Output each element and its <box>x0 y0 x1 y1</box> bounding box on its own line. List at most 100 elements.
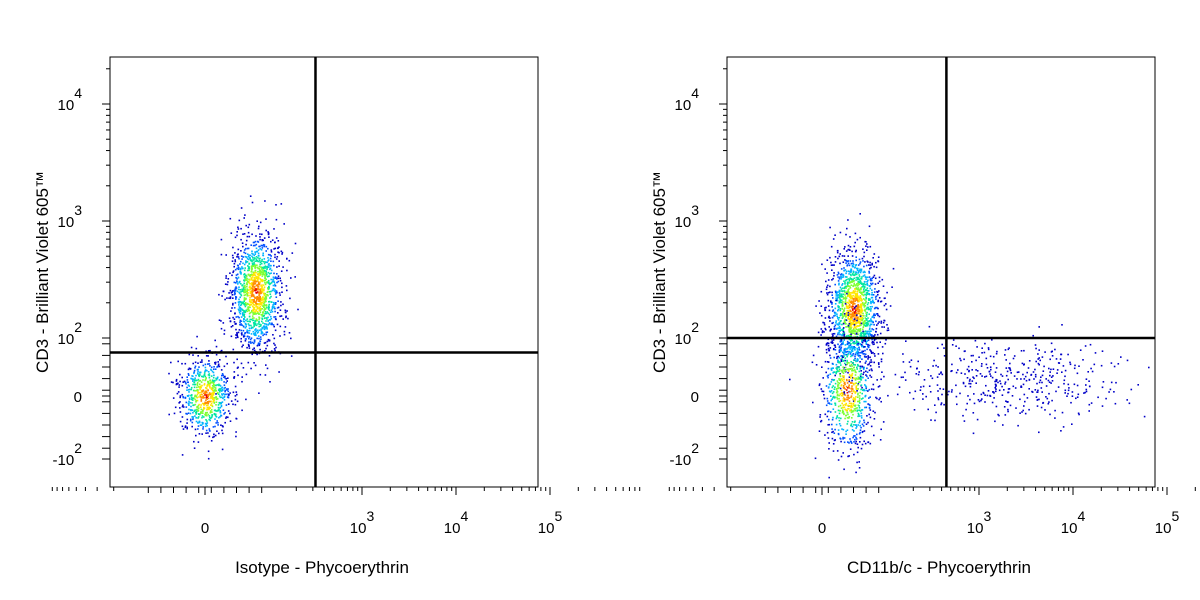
event-dot <box>1024 375 1027 378</box>
event-dot <box>837 308 840 311</box>
event-dot <box>873 335 875 338</box>
event-dot <box>219 385 222 387</box>
event-dot <box>197 407 200 409</box>
event-dot <box>845 291 848 294</box>
event-dot <box>240 250 242 252</box>
event-dot <box>266 311 268 313</box>
event-dot <box>270 323 273 326</box>
event-dot <box>262 312 264 314</box>
event-dot <box>871 282 874 285</box>
event-dot <box>849 344 852 346</box>
event-dot <box>834 374 836 377</box>
event-dot <box>871 341 874 343</box>
event-dot <box>214 339 216 342</box>
event-dot <box>843 355 845 357</box>
event-dot <box>213 366 215 368</box>
event-dot <box>840 340 842 343</box>
event-dot <box>221 373 224 375</box>
event-dot <box>218 389 221 392</box>
event-dot <box>224 390 226 393</box>
event-dot <box>182 381 184 383</box>
y-tick-label: -102 <box>670 440 700 469</box>
event-dot <box>205 394 208 397</box>
event-dot <box>261 258 263 261</box>
event-dot <box>185 401 188 404</box>
event-dot <box>1051 380 1054 382</box>
event-dot <box>850 355 852 358</box>
event-dot <box>842 301 844 303</box>
event-dot <box>289 297 291 300</box>
event-dot <box>225 417 227 419</box>
event-dot <box>863 303 865 305</box>
event-dot <box>243 297 246 299</box>
event-dot <box>256 344 259 347</box>
event-dot <box>856 410 858 412</box>
event-dot <box>253 342 255 345</box>
event-dot <box>851 354 853 357</box>
event-dot <box>856 290 859 292</box>
event-dot <box>878 297 881 299</box>
event-dot <box>850 402 852 405</box>
event-dot <box>871 277 874 279</box>
event-dot <box>902 361 905 363</box>
event-dot <box>858 378 860 380</box>
event-dot <box>256 296 258 298</box>
event-dot <box>834 349 837 351</box>
event-dot <box>206 369 208 372</box>
event-dot <box>857 303 860 306</box>
event-dot <box>847 325 850 327</box>
event-dot <box>244 298 247 301</box>
event-dot <box>1003 389 1005 391</box>
event-dot <box>1016 371 1019 374</box>
event-dot <box>218 384 220 387</box>
event-dot <box>282 318 284 320</box>
event-dot <box>249 285 251 288</box>
event-dot <box>834 396 836 398</box>
event-dot <box>239 280 241 283</box>
event-dot <box>882 321 885 324</box>
event-dot <box>276 281 278 284</box>
event-dot <box>866 260 869 263</box>
event-dot <box>877 307 879 310</box>
event-dot <box>257 300 260 302</box>
event-dot <box>268 303 270 306</box>
event-dot <box>866 280 869 283</box>
event-dot <box>841 334 843 336</box>
event-dot <box>866 340 868 342</box>
event-dot <box>273 306 276 308</box>
event-dot <box>228 297 230 299</box>
event-dot <box>198 391 201 394</box>
event-dot <box>264 261 266 263</box>
event-dot <box>1050 382 1052 384</box>
event-dot <box>272 279 274 281</box>
event-dot <box>256 287 259 290</box>
event-dot <box>866 319 868 321</box>
event-dot <box>848 299 851 301</box>
event-dots <box>168 195 299 460</box>
event-dot <box>848 416 851 418</box>
event-dot <box>251 250 253 253</box>
event-dot <box>839 294 841 296</box>
event-dot <box>852 290 855 292</box>
event-dot <box>263 294 266 297</box>
event-dot <box>201 402 204 405</box>
event-dot <box>851 250 853 253</box>
event-dot <box>865 387 867 389</box>
event-dot <box>846 227 848 230</box>
event-dot <box>233 281 236 284</box>
event-dot <box>860 384 863 386</box>
event-dot <box>234 289 237 291</box>
event-dot <box>862 312 864 315</box>
event-dot <box>255 328 257 330</box>
event-dot <box>1077 393 1080 396</box>
event-dot <box>225 277 227 279</box>
event-dot <box>1027 367 1030 369</box>
event-dot <box>218 416 220 419</box>
event-dot <box>978 400 981 403</box>
event-dot <box>254 278 256 281</box>
event-dot <box>856 296 859 298</box>
event-dot <box>231 290 234 292</box>
event-dot <box>852 297 854 300</box>
event-dot <box>270 240 272 243</box>
event-dot <box>851 385 853 387</box>
